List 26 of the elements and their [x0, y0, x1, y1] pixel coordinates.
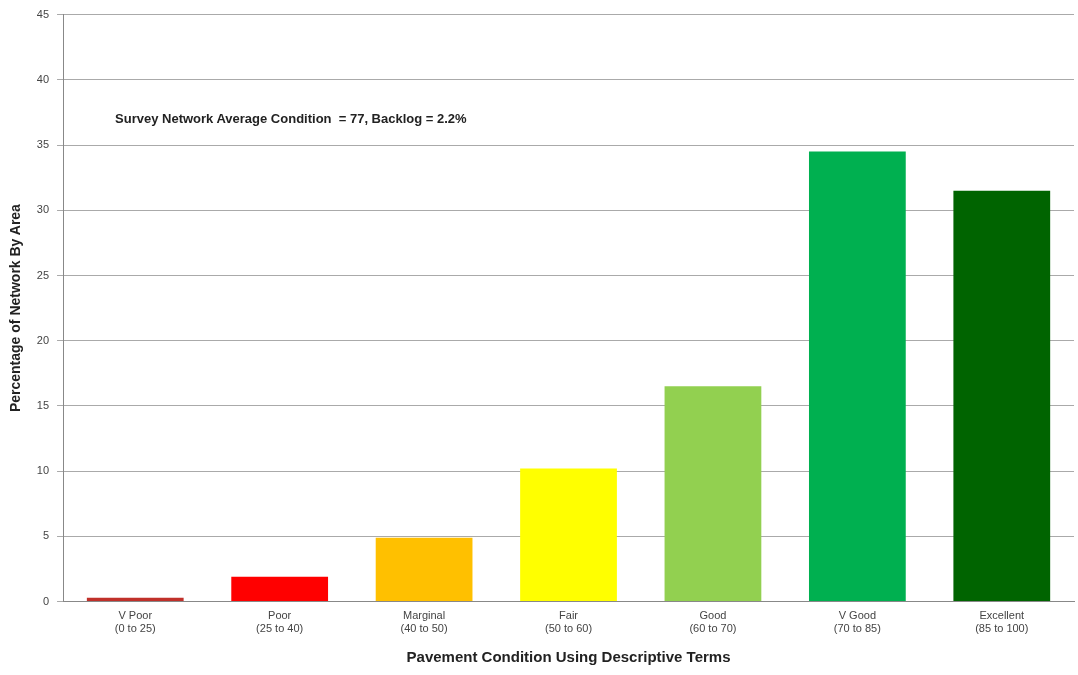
x-tick-label: Good (60 to 70): [689, 609, 737, 635]
y-tick-label: 20: [36, 333, 50, 346]
bar: [808, 151, 906, 602]
y-tick-label: 10: [36, 464, 50, 477]
bar: [231, 576, 329, 602]
x-tick-label: Marginal (40 to 50): [400, 609, 448, 635]
y-tick-label: 40: [36, 72, 50, 85]
y-tick-label: 5: [42, 529, 50, 542]
x-axis-title: Pavement Condition Using Descriptive Terms: [406, 648, 731, 666]
x-tick-label: Fair (50 to 60): [544, 609, 593, 635]
y-tick-label: 35: [36, 138, 50, 151]
annotation: Survey Network Average Condition = 77, Backlog = 2.2%: [115, 111, 468, 127]
y-tick-label: 30: [36, 203, 50, 216]
bar: [664, 386, 762, 602]
y-axis-title: Percentage of Network By Area: [7, 203, 24, 413]
bar: [953, 190, 1051, 602]
x-tick-label: Poor (25 to 40): [256, 609, 304, 635]
bar: [375, 537, 473, 602]
bar: [520, 468, 617, 602]
y-tick-label: 0: [42, 594, 50, 607]
x-tick-label: Excellent (85 to 100): [975, 609, 1029, 635]
y-tick-label: 15: [36, 398, 50, 411]
y-tick-label: 25: [36, 268, 50, 281]
x-tick-label: V Poor (0 to 25): [114, 609, 156, 635]
y-tick-label: 45: [36, 7, 50, 20]
x-tick-label: V Good (70 to 85): [833, 609, 881, 635]
